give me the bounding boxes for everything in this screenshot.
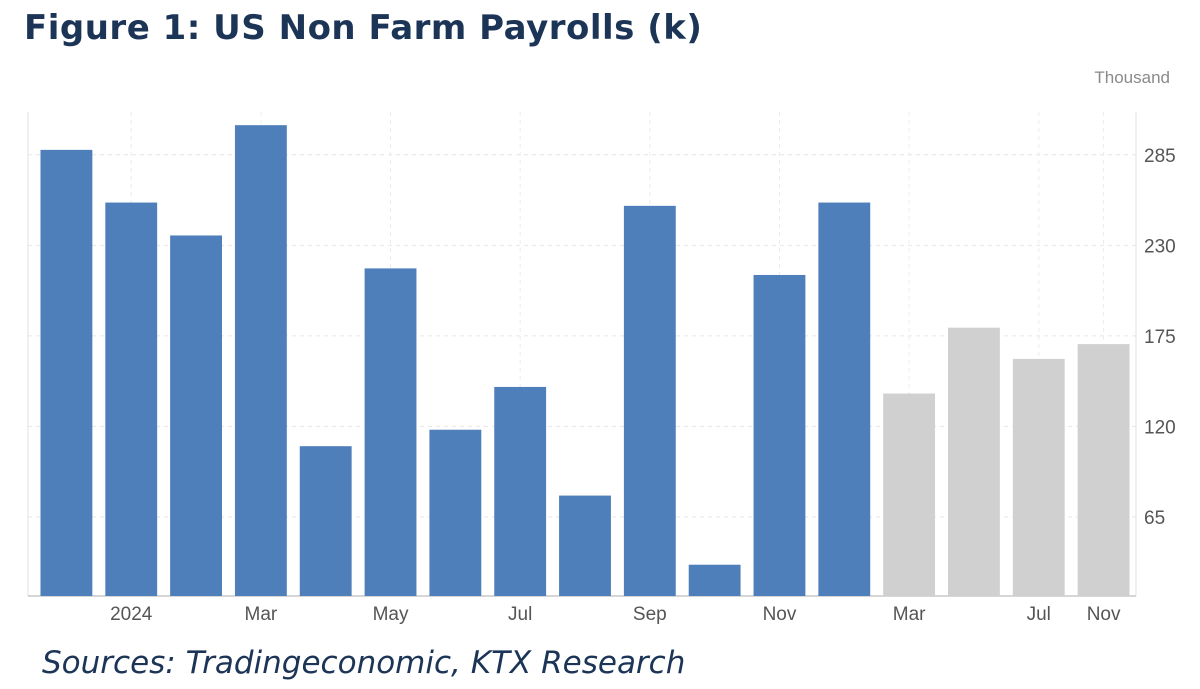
chart-title: Figure 1: US Non Farm Payrolls (k) bbox=[24, 8, 703, 48]
source-note: Sources: Tradingeconomic, KTX Research bbox=[42, 645, 686, 681]
x-tick-label: Mar bbox=[893, 604, 926, 625]
bar-actual bbox=[40, 149, 93, 596]
bar-actual bbox=[494, 386, 547, 596]
bar-forecast bbox=[948, 327, 1000, 596]
x-tick-label: Mar bbox=[245, 604, 278, 625]
bar-actual bbox=[429, 429, 482, 596]
bar-actual bbox=[234, 125, 287, 596]
bar-actual bbox=[688, 564, 741, 596]
y-tick-labels: 65 120 175 230 285 bbox=[1144, 146, 1176, 529]
bar-actual bbox=[623, 205, 676, 596]
y-tick-label: 230 bbox=[1144, 236, 1176, 257]
x-tick-label: Jul bbox=[508, 604, 532, 625]
y-tick-label: 120 bbox=[1144, 417, 1176, 438]
x-tick-label: 2024 bbox=[110, 604, 153, 625]
bar-forecast bbox=[1077, 344, 1130, 596]
x-tick-label: Nov bbox=[1087, 604, 1121, 625]
x-tick-label: Sep bbox=[633, 604, 667, 625]
y-tick-label: 65 bbox=[1144, 508, 1165, 529]
x-tick-label: May bbox=[373, 604, 409, 625]
bar-forecast bbox=[883, 393, 936, 596]
x-tick-label: Jul bbox=[1027, 604, 1051, 625]
x-tick-labels: 2024 Mar May Jul Sep Nov Mar Jul Nov bbox=[110, 604, 1121, 625]
bar-actual bbox=[818, 202, 871, 596]
bar-actual bbox=[299, 446, 352, 596]
y-tick-label: 285 bbox=[1144, 146, 1176, 167]
bars bbox=[40, 125, 1130, 596]
bar-forecast bbox=[1012, 358, 1065, 596]
y-tick-label: 175 bbox=[1144, 327, 1176, 348]
bar-actual bbox=[170, 235, 222, 596]
bar-actual bbox=[559, 495, 611, 596]
bar-actual bbox=[753, 274, 806, 596]
bar-actual bbox=[105, 202, 158, 596]
y-unit-label: Thousand bbox=[1094, 68, 1170, 87]
bar-actual bbox=[364, 268, 417, 596]
x-tick-label: Nov bbox=[763, 604, 797, 625]
